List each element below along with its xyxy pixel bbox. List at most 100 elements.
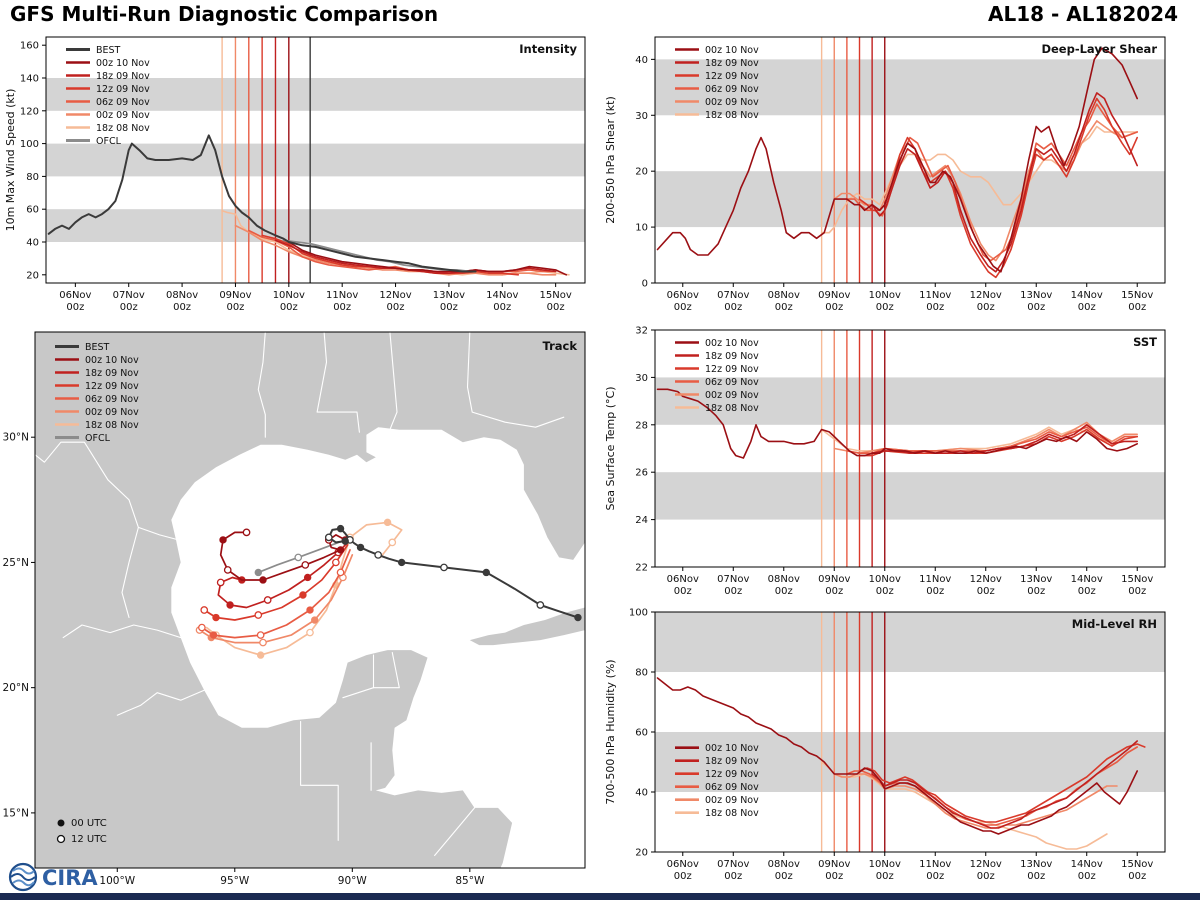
track-r06z09 [198,549,351,639]
svg-text:13Nov: 13Nov [1020,290,1052,301]
svg-text:85°W: 85°W [455,875,485,887]
svg-text:08Nov: 08Nov [768,290,800,301]
svg-text:00z: 00z [674,871,692,882]
fix-12utc [374,551,383,559]
svg-text:40: 40 [26,238,39,249]
svg-text:07Nov: 07Nov [717,574,749,585]
svg-text:10Nov: 10Nov [869,574,901,585]
svg-text:00z: 00z [1128,302,1146,313]
landmass [35,332,585,868]
svg-text:11Nov: 11Nov [919,574,951,585]
svg-text:00z: 00z [120,302,138,313]
footer-bar [0,893,1200,900]
svg-text:20: 20 [635,848,648,859]
svg-text:30: 30 [635,373,648,384]
svg-text:25°N: 25°N [3,557,29,569]
fix-12utc [263,596,272,604]
cira-logo-text: CIRA [42,866,98,890]
svg-text:18z 09 Nov: 18z 09 Nov [705,351,759,362]
svg-text:00z: 00z [977,586,995,597]
svg-text:00z 09 Nov: 00z 09 Nov [705,795,759,806]
svg-text:18z 08 Nov: 18z 08 Nov [705,110,759,121]
svg-text:00z: 00z [66,302,84,313]
svg-text:18z 09 Nov: 18z 09 Nov [705,756,759,767]
svg-text:00z: 00z [977,871,995,882]
series-best [47,134,477,273]
svg-text:06Nov: 06Nov [59,290,91,301]
fix-00utc [259,576,267,584]
plot-frame [45,36,586,284]
fix-12utc [440,563,448,572]
fix-12utc [388,538,397,547]
svg-text:00z: 00z [387,302,405,313]
svg-text:15Nov: 15Nov [1121,574,1153,585]
intensity-chart: 2040608010012014016006Nov00z07Nov00z08No… [4,36,586,313]
fix-00utc [226,601,234,609]
svg-text:32: 32 [635,326,648,337]
shade-band [655,59,1165,116]
svg-text:BEST: BEST [85,342,110,353]
svg-text:00z: 00z [1078,586,1096,597]
svg-text:OFCL: OFCL [85,433,111,444]
svg-text:11Nov: 11Nov [919,859,951,870]
svg-text:12Nov: 12Nov [379,290,411,301]
svg-text:12z 09 Nov: 12z 09 Nov [705,71,759,82]
svg-text:10Nov: 10Nov [869,859,901,870]
svg-text:14Nov: 14Nov [1071,290,1103,301]
svg-text:80: 80 [635,668,648,679]
svg-text:13Nov: 13Nov [433,290,465,301]
svg-text:10m Max Wind Speed (kt): 10m Max Wind Speed (kt) [4,89,17,232]
svg-text:11Nov: 11Nov [326,290,358,301]
fix-12utc [259,638,267,647]
track-r12z09 [200,544,349,622]
svg-text:06Nov: 06Nov [667,859,699,870]
svg-text:00z: 00z [674,586,692,597]
svg-text:00z: 00z [876,586,894,597]
svg-text:0: 0 [642,279,648,290]
svg-text:00z: 00z [1078,871,1096,882]
svg-text:Mid-Level RH: Mid-Level RH [1072,617,1157,631]
series-r00z10 [656,677,1139,835]
svg-text:11Nov: 11Nov [919,290,951,301]
svg-text:12Nov: 12Nov [970,290,1002,301]
svg-text:06Nov: 06Nov [667,290,699,301]
fix-00utc [306,606,314,614]
svg-text:40: 40 [635,55,648,66]
map-frame [34,331,586,869]
svg-text:06z 09 Nov: 06z 09 Nov [705,377,759,388]
fix-00utc [341,537,349,545]
svg-text:10Nov: 10Nov [273,290,305,301]
fix-00utc [219,536,227,544]
svg-text:18z 08 Nov: 18z 08 Nov [705,403,759,414]
svg-text:00z: 00z [825,586,843,597]
svg-text:00z 09 Nov: 00z 09 Nov [96,110,150,121]
fix-00utc [574,613,582,622]
svg-text:18z 08 Nov: 18z 08 Nov [705,808,759,819]
svg-text:100: 100 [20,139,39,150]
svg-text:10: 10 [635,223,648,234]
svg-text:200-850 hPa Shear (kt): 200-850 hPa Shear (kt) [604,96,617,224]
fix-12utc [256,631,265,639]
svg-text:90°W: 90°W [338,875,368,887]
series-r18z09 [871,740,1139,829]
svg-text:06z 09 Nov: 06z 09 Nov [705,84,759,95]
sst-chart: 22242628303206Nov00z07Nov00z08Nov00z09No… [604,326,1166,597]
svg-text:12z 09 Nov: 12z 09 Nov [85,381,139,392]
svg-text:00z: 00z [226,302,244,313]
svg-text:00z: 00z [926,871,944,882]
fix-12utc [242,528,251,537]
plot-frame [654,36,1166,284]
svg-text:00z: 00z [825,302,843,313]
fix-12utc [324,533,333,542]
cira-logo-mark [8,862,38,892]
shade-band [46,209,585,242]
svg-text:14Nov: 14Nov [486,290,518,301]
shade-band [655,171,1165,228]
svg-text:09Nov: 09Nov [818,574,850,585]
svg-text:07Nov: 07Nov [717,290,749,301]
svg-text:00z: 00z [876,302,894,313]
svg-text:00z: 00z [724,302,742,313]
svg-text:15°N: 15°N [3,807,29,819]
svg-text:00z: 00z [280,302,298,313]
